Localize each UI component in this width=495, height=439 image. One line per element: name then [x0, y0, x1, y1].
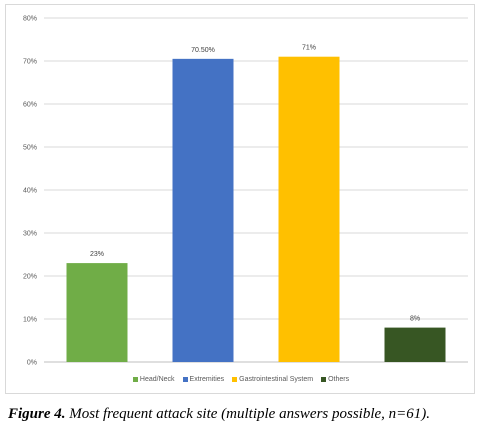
legend-label: Head/Neck: [139, 376, 175, 383]
y-tick-label: 0%: [27, 360, 37, 367]
legend-item: Extremities: [182, 376, 225, 383]
legend-label: Extremities: [189, 376, 225, 383]
legend-item: Others: [321, 376, 349, 383]
legend-swatch: [232, 377, 238, 382]
y-tick-label: 80%: [23, 16, 37, 23]
chart-frame: 0% 10% 20% 30% 40% 50% 60% 70% 80% 23% 70.50% 71% 8%…: [5, 4, 475, 394]
y-tick-label: 60%: [23, 102, 37, 109]
bar-extremities: [172, 58, 234, 362]
y-tick-label: 50%: [23, 145, 37, 152]
y-tick-label: 10%: [23, 317, 37, 324]
data-label: 23%: [90, 251, 104, 258]
legend-swatch: [132, 377, 138, 382]
bar-gastrointestinal-system: [278, 56, 340, 362]
data-label: 8%: [410, 316, 420, 323]
bar-others: [384, 327, 446, 362]
legend-item: Head/Neck: [132, 376, 175, 383]
figure-caption: Figure 4. Most frequent attack site (mul…: [8, 406, 488, 423]
caption-lead: Figure 4.: [8, 406, 66, 422]
y-tick-label: 20%: [23, 274, 37, 281]
legend-swatch: [182, 377, 188, 382]
caption-text: Most frequent attack site (multiple answ…: [65, 406, 431, 422]
y-tick-label: 30%: [23, 231, 37, 238]
legend-label: Gastrointestinal System: [239, 376, 314, 383]
legend-label: Others: [328, 376, 350, 383]
y-tick-label: 70%: [23, 59, 37, 66]
data-label: 71%: [302, 45, 316, 52]
data-label: 70.50%: [191, 47, 215, 54]
bar-chart: 0% 10% 20% 30% 40% 50% 60% 70% 80% 23% 70.50% 71% 8%: [23, 16, 468, 367]
legend-item: Gastrointestinal System: [232, 376, 313, 383]
chart-legend: Head/Neck Extremities Gastrointestinal Sys…: [6, 376, 476, 384]
bar-head-neck: [66, 263, 128, 362]
legend-swatch: [321, 377, 327, 382]
y-tick-label: 40%: [23, 188, 37, 195]
